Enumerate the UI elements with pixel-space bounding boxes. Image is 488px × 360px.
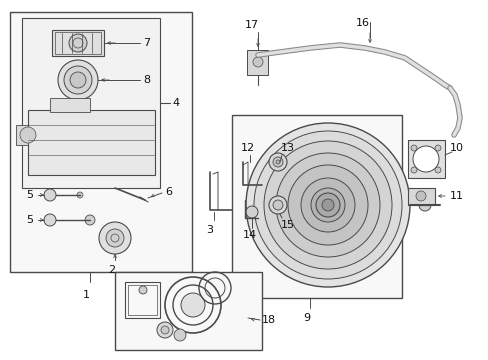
Bar — [28, 110, 155, 175]
Circle shape — [106, 229, 124, 247]
Circle shape — [44, 189, 56, 201]
Circle shape — [415, 191, 425, 201]
Circle shape — [85, 215, 95, 225]
Circle shape — [44, 214, 56, 226]
Circle shape — [272, 157, 283, 167]
Text: 17: 17 — [244, 20, 259, 30]
Text: 7: 7 — [142, 38, 150, 48]
Bar — [55, 32, 101, 54]
Circle shape — [418, 199, 430, 211]
Circle shape — [139, 286, 147, 294]
Circle shape — [268, 196, 286, 214]
Bar — [10, 12, 192, 272]
Circle shape — [434, 167, 440, 173]
Text: 16: 16 — [355, 18, 369, 28]
Circle shape — [245, 123, 409, 287]
Text: 11: 11 — [449, 191, 463, 201]
Bar — [22, 18, 160, 188]
Circle shape — [58, 60, 98, 100]
Text: 14: 14 — [243, 230, 257, 240]
Text: 1: 1 — [82, 290, 89, 300]
Text: 4: 4 — [172, 98, 179, 108]
Circle shape — [287, 165, 367, 245]
Bar — [52, 30, 104, 56]
Circle shape — [410, 145, 416, 151]
Bar — [128, 285, 157, 315]
Circle shape — [245, 206, 258, 218]
Bar — [16, 125, 28, 145]
Text: 2: 2 — [108, 265, 115, 275]
Circle shape — [321, 199, 333, 211]
Circle shape — [157, 322, 173, 338]
Bar — [231, 115, 401, 298]
Circle shape — [174, 329, 185, 341]
Circle shape — [161, 326, 169, 334]
Circle shape — [310, 188, 345, 222]
Circle shape — [301, 178, 354, 232]
Circle shape — [410, 167, 416, 173]
Circle shape — [69, 34, 87, 52]
Circle shape — [275, 160, 280, 164]
Text: 5: 5 — [26, 215, 34, 225]
Text: 6: 6 — [164, 187, 172, 197]
Bar — [407, 188, 434, 205]
Text: 9: 9 — [303, 313, 310, 323]
Circle shape — [315, 193, 339, 217]
Text: 18: 18 — [262, 315, 276, 325]
Circle shape — [268, 153, 286, 171]
Circle shape — [264, 141, 391, 269]
Text: 10: 10 — [449, 143, 463, 153]
Circle shape — [64, 66, 92, 94]
Circle shape — [434, 145, 440, 151]
Bar — [246, 50, 267, 75]
Circle shape — [272, 200, 283, 210]
Text: 15: 15 — [281, 220, 294, 230]
Text: 3: 3 — [206, 225, 213, 235]
Text: 8: 8 — [142, 75, 150, 85]
Text: 5: 5 — [26, 190, 34, 200]
Circle shape — [70, 72, 86, 88]
Text: 13: 13 — [281, 143, 294, 153]
Circle shape — [412, 146, 438, 172]
Circle shape — [252, 57, 263, 67]
Circle shape — [20, 127, 36, 143]
Text: 12: 12 — [241, 143, 255, 153]
Circle shape — [99, 222, 131, 254]
Circle shape — [181, 293, 204, 317]
Circle shape — [275, 153, 379, 257]
Circle shape — [77, 192, 83, 198]
Bar — [115, 272, 262, 350]
Bar — [407, 140, 444, 178]
Bar — [125, 282, 160, 318]
Bar — [50, 98, 90, 112]
Circle shape — [253, 131, 401, 279]
